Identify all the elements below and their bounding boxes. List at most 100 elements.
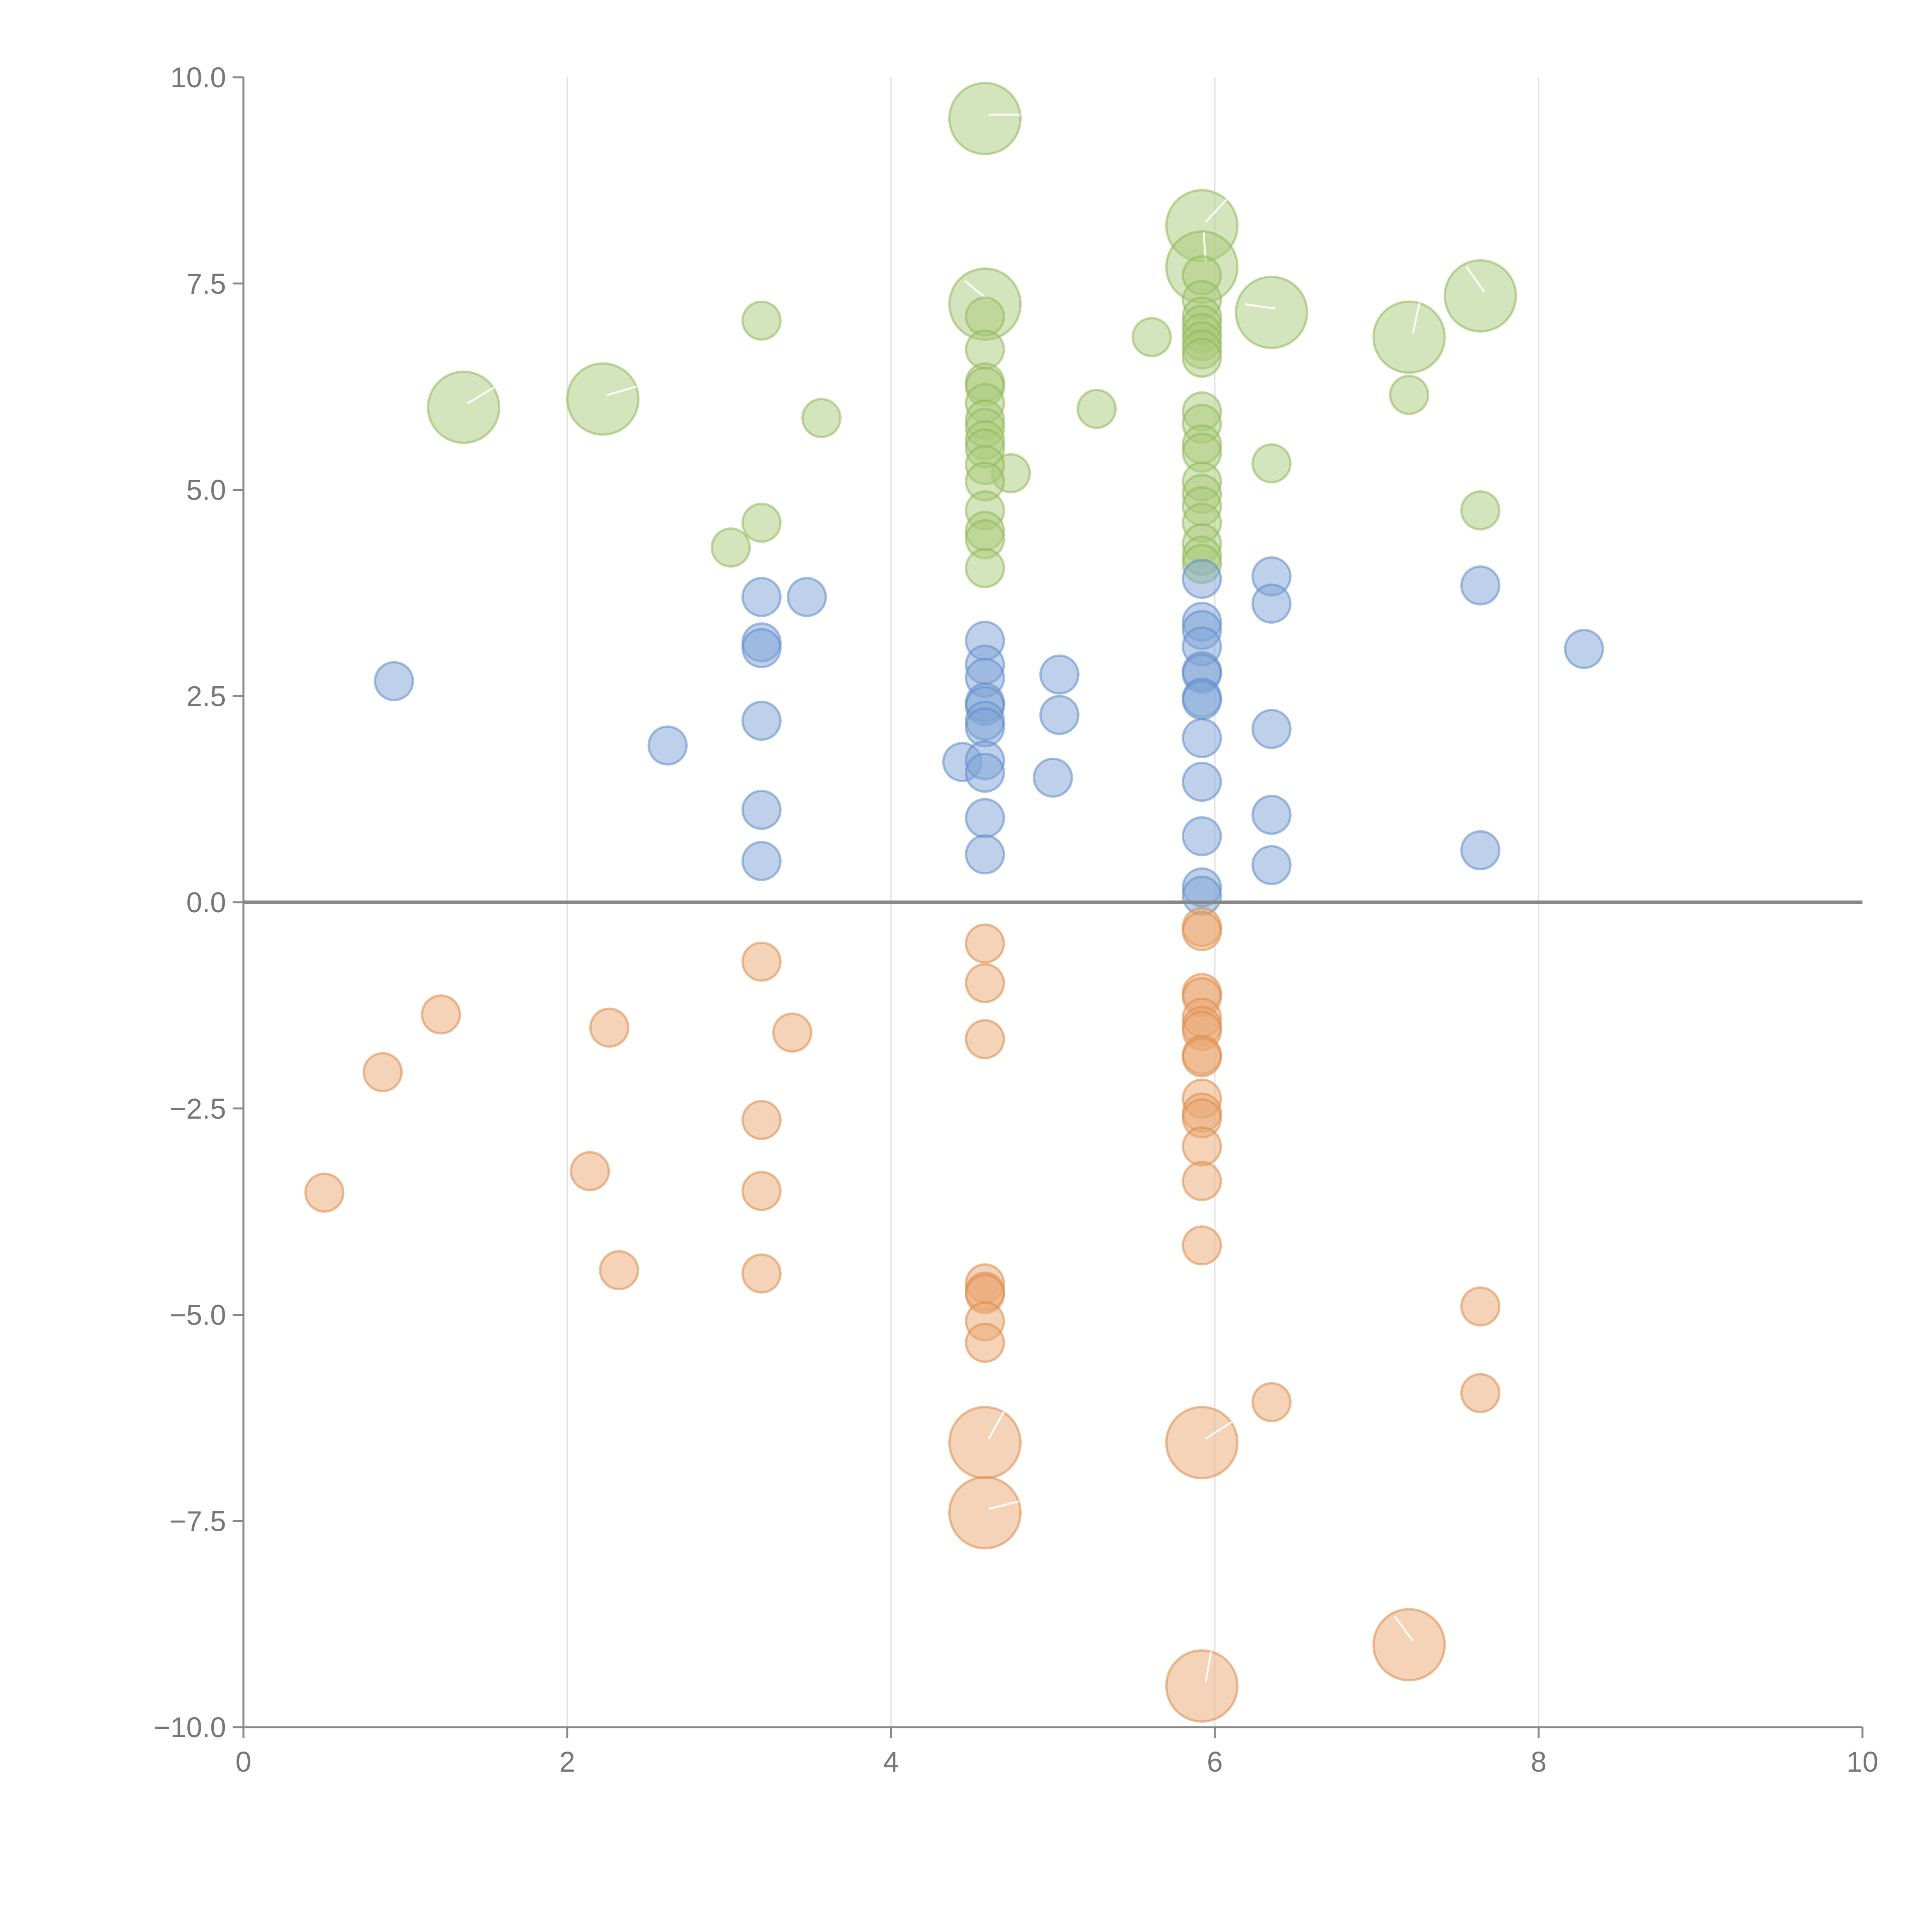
orange-point-33[interactable] bbox=[1182, 1225, 1222, 1266]
blue-point-40[interactable] bbox=[1251, 794, 1292, 835]
blue-point-5[interactable] bbox=[741, 701, 782, 741]
orange-point-36[interactable] bbox=[1460, 1373, 1501, 1413]
orange-point-38[interactable] bbox=[948, 1476, 1022, 1549]
y-tick-label-1: −7.5 bbox=[170, 1505, 226, 1537]
blue-point-20[interactable] bbox=[965, 834, 1005, 875]
green-leader-4 bbox=[1245, 303, 1276, 310]
y-tick-label-7: 7.5 bbox=[186, 268, 226, 300]
green-point-15[interactable] bbox=[711, 527, 751, 568]
orange-leader-41 bbox=[1393, 1616, 1414, 1642]
green-point-9[interactable] bbox=[741, 300, 782, 341]
green-point-41[interactable] bbox=[1182, 337, 1222, 378]
orange-leader-40 bbox=[1205, 1651, 1212, 1682]
green-point-12[interactable] bbox=[1077, 389, 1117, 429]
orange-point-5[interactable] bbox=[599, 1250, 639, 1291]
orange-point-10[interactable] bbox=[741, 1253, 782, 1294]
y-tick-label-3: −2.5 bbox=[170, 1093, 226, 1125]
blue-point-39[interactable] bbox=[1251, 709, 1292, 749]
orange-point-40[interactable] bbox=[1165, 1649, 1239, 1723]
green-point-6[interactable] bbox=[1372, 300, 1446, 374]
orange-point-9[interactable] bbox=[741, 1171, 782, 1211]
orange-point-6[interactable] bbox=[741, 941, 782, 982]
blue-point-18[interactable] bbox=[965, 752, 1005, 793]
y-tick-label-5: 2.5 bbox=[186, 680, 226, 712]
orange-point-32[interactable] bbox=[1182, 1161, 1222, 1201]
orange-point-7[interactable] bbox=[772, 1012, 813, 1053]
orange-point-20[interactable] bbox=[1182, 911, 1222, 951]
x-tick-label-4: 8 bbox=[1531, 1746, 1546, 1778]
orange-point-35[interactable] bbox=[1460, 1286, 1501, 1327]
blue-point-32[interactable] bbox=[1182, 718, 1222, 759]
y-tick-label-4: 0.0 bbox=[186, 886, 226, 918]
orange-leader-38 bbox=[988, 1500, 1019, 1510]
y-tick-label-2: −5.0 bbox=[170, 1299, 226, 1331]
blue-point-44[interactable] bbox=[1564, 629, 1604, 669]
blue-point-6[interactable] bbox=[741, 789, 782, 830]
blue-point-22[interactable] bbox=[1039, 695, 1080, 735]
orange-point-41[interactable] bbox=[1372, 1608, 1446, 1682]
bubble-layer bbox=[304, 82, 1604, 1723]
orange-point-4[interactable] bbox=[570, 1151, 610, 1192]
green-point-18[interactable] bbox=[1460, 490, 1501, 531]
y-tick-label-6: 5.0 bbox=[186, 474, 226, 506]
blue-point-23[interactable] bbox=[1033, 757, 1073, 798]
orange-point-2[interactable] bbox=[421, 994, 461, 1035]
orange-point-27[interactable] bbox=[1182, 1037, 1222, 1078]
orange-point-18[interactable] bbox=[965, 1323, 1005, 1363]
blue-point-43[interactable] bbox=[1460, 830, 1501, 871]
y-tick-label-0: −10.0 bbox=[154, 1711, 226, 1743]
green-point-11[interactable] bbox=[801, 398, 842, 438]
orange-point-0[interactable] bbox=[304, 1172, 345, 1213]
blue-point-4[interactable] bbox=[741, 628, 782, 668]
green-point-4[interactable] bbox=[1235, 276, 1308, 349]
blue-point-2[interactable] bbox=[741, 577, 782, 617]
green-point-8[interactable] bbox=[566, 362, 640, 436]
blue-point-24[interactable] bbox=[1182, 559, 1222, 599]
blue-point-33[interactable] bbox=[1182, 762, 1222, 802]
green-leader-5 bbox=[1466, 266, 1485, 293]
blue-point-0[interactable] bbox=[374, 661, 414, 701]
green-leader-6 bbox=[1412, 303, 1420, 334]
blue-point-1[interactable] bbox=[647, 725, 688, 766]
orange-point-39[interactable] bbox=[1165, 1406, 1239, 1480]
blue-point-31[interactable] bbox=[1182, 680, 1222, 720]
blue-point-41[interactable] bbox=[1251, 845, 1292, 885]
blue-point-34[interactable] bbox=[1182, 816, 1222, 857]
axis-layer: 0 2 4 6 8 10 −10.0 −7.5 −5.0 −2.5 0.0 2.5 5.0 7.5 10.0 bbox=[154, 61, 1878, 1778]
green-point-10[interactable] bbox=[1131, 317, 1172, 357]
orange-point-3[interactable] bbox=[589, 1007, 629, 1048]
green-point-14[interactable] bbox=[741, 502, 782, 543]
orange-point-31[interactable] bbox=[1182, 1126, 1222, 1167]
green-point-7[interactable] bbox=[427, 371, 500, 444]
orange-point-34[interactable] bbox=[1251, 1382, 1292, 1422]
orange-leader-37 bbox=[988, 1411, 1005, 1439]
green-leader-8 bbox=[606, 386, 637, 396]
orange-point-37[interactable] bbox=[948, 1406, 1022, 1480]
y-tick-label-8: 10.0 bbox=[170, 61, 226, 94]
blue-point-7[interactable] bbox=[741, 841, 782, 881]
green-point-16[interactable] bbox=[1251, 443, 1292, 484]
orange-point-8[interactable] bbox=[741, 1100, 782, 1140]
green-point-17[interactable] bbox=[1389, 374, 1429, 415]
green-leader-1 bbox=[1205, 199, 1228, 223]
orange-point-1[interactable] bbox=[362, 1052, 403, 1092]
orange-point-12[interactable] bbox=[965, 963, 1005, 1003]
blue-point-21[interactable] bbox=[1039, 654, 1080, 695]
green-point-33[interactable] bbox=[965, 548, 1005, 588]
green-leader-7 bbox=[467, 386, 495, 405]
green-point-5[interactable] bbox=[1444, 259, 1517, 333]
x-tick-label-0: 0 bbox=[235, 1746, 251, 1778]
blue-point-42[interactable] bbox=[1460, 565, 1501, 606]
blue-point-8[interactable] bbox=[787, 577, 827, 617]
x-tick-label-2: 4 bbox=[883, 1746, 899, 1778]
orange-leader-39 bbox=[1205, 1421, 1232, 1440]
orange-point-11[interactable] bbox=[965, 923, 1005, 964]
green-point-0[interactable] bbox=[948, 82, 1022, 155]
blue-point-19[interactable] bbox=[965, 798, 1005, 838]
orange-point-13[interactable] bbox=[965, 1019, 1005, 1060]
x-tick-label-5: 10 bbox=[1847, 1746, 1878, 1778]
blue-point-38[interactable] bbox=[1251, 583, 1292, 624]
x-tick-label-3: 6 bbox=[1207, 1746, 1223, 1778]
